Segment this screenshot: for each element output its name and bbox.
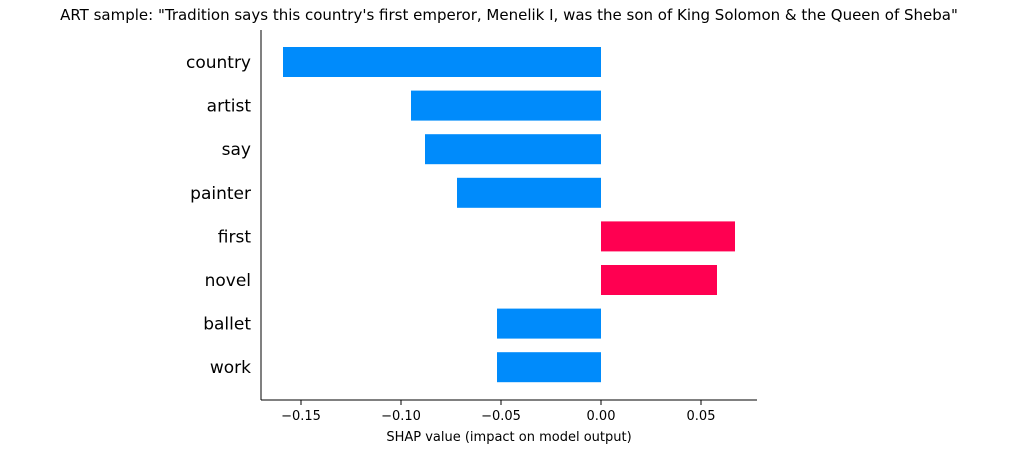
category-label-artist: artist bbox=[207, 97, 252, 117]
category-label-painter: painter bbox=[190, 184, 251, 204]
category-label-novel: novel bbox=[205, 271, 251, 291]
category-label-country: country bbox=[186, 53, 251, 73]
chart-title: ART sample: "Tradition says this country… bbox=[60, 6, 958, 24]
bar-artist bbox=[411, 90, 601, 121]
x-tick-label: −0.05 bbox=[481, 409, 521, 424]
x-tick-label: −0.15 bbox=[281, 409, 321, 424]
x-tick-label: −0.10 bbox=[381, 409, 421, 424]
category-label-say: say bbox=[222, 140, 251, 160]
x-ticks-group: −0.15 −0.10 −0.05 0.00 0.05 bbox=[281, 400, 715, 424]
category-labels-group: country artist say painter first novel ballet w… bbox=[186, 53, 251, 378]
x-tick-label: 0.05 bbox=[687, 409, 716, 424]
category-label-first: first bbox=[218, 227, 252, 247]
bar-painter bbox=[457, 177, 601, 208]
bar-ballet bbox=[497, 308, 601, 339]
axes-group bbox=[260, 30, 757, 401]
category-label-ballet: ballet bbox=[203, 315, 251, 335]
bar-country bbox=[283, 47, 601, 77]
bar-first bbox=[601, 221, 735, 252]
bar-novel bbox=[601, 265, 717, 295]
bar-say bbox=[425, 134, 601, 165]
x-tick-label: 0.00 bbox=[587, 409, 616, 424]
bars-group bbox=[283, 47, 735, 383]
x-axis-title: SHAP value (impact on model output) bbox=[386, 430, 631, 445]
bar-work bbox=[497, 352, 601, 383]
category-label-work: work bbox=[210, 358, 251, 378]
